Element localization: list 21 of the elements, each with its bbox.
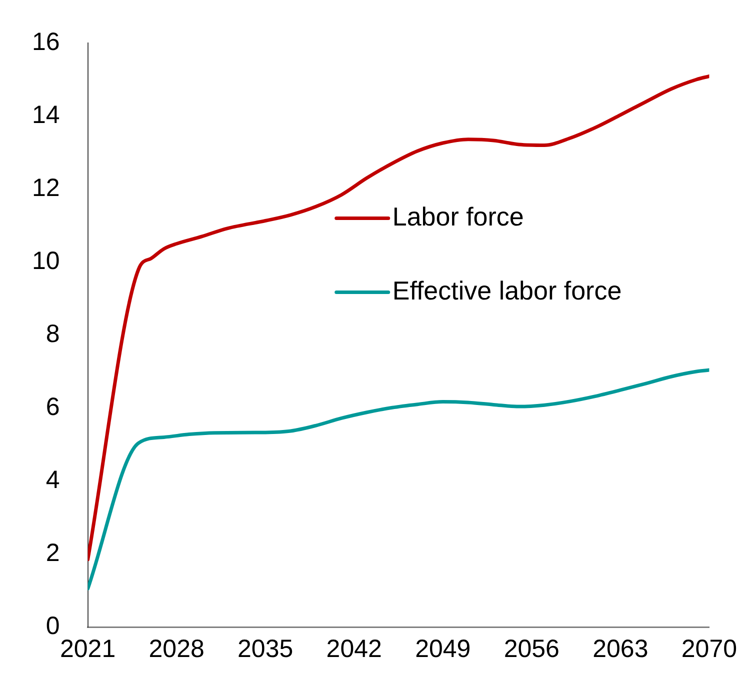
y-tick-label: 12 [32, 174, 60, 202]
x-tick-label: 2035 [238, 634, 294, 663]
y-tick-label: 16 [32, 28, 60, 56]
x-tick-label: 2049 [415, 634, 471, 663]
y-tick-label: 6 [46, 392, 60, 421]
x-tick-label: 2056 [504, 634, 560, 663]
y-tick-label: 0 [46, 612, 60, 640]
x-tick-label: 2021 [60, 634, 116, 663]
line-series [88, 74, 710, 562]
x-tick-label: 2028 [148, 634, 204, 663]
legend-label: Labor force [392, 201, 524, 232]
x-tick-label: 2063 [592, 634, 648, 663]
x-tick-label: 2042 [326, 634, 382, 663]
x-tick-label: 2070 [681, 634, 738, 663]
y-tick-label: 14 [32, 100, 60, 129]
line-series [88, 368, 710, 590]
y-tick-label: 8 [46, 320, 60, 348]
y-tick-label: 2 [46, 538, 60, 567]
y-tick-label: 10 [32, 246, 60, 275]
y-tick-label: 4 [46, 466, 60, 494]
legend-label: Effective labor force [392, 275, 622, 306]
